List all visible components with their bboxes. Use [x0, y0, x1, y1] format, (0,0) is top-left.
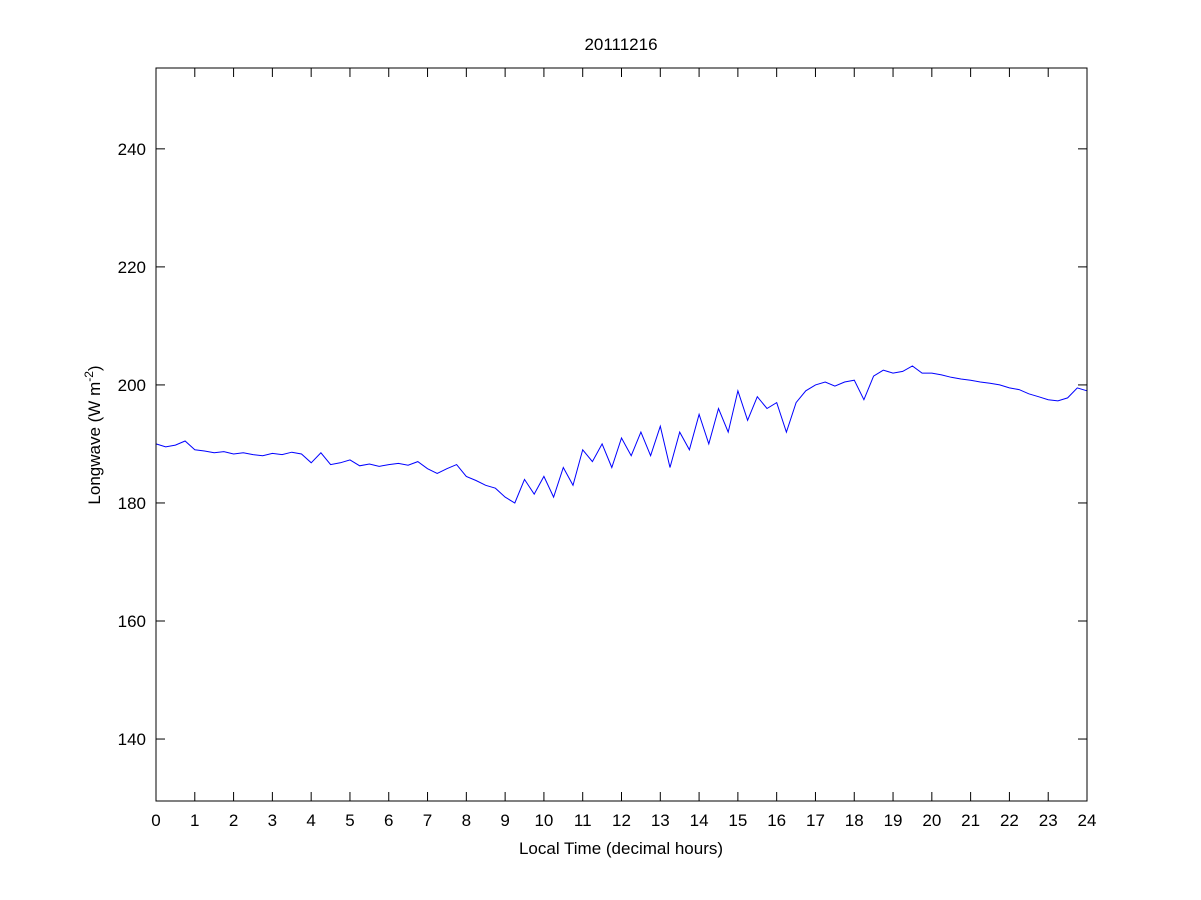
ticks: 0 1 2 3 4 5 6 7 8 9 10 11 12 13 14 15 16 17 18 19 20 21 22 23 24… [118, 68, 1097, 830]
x-tick-label: 9 [500, 811, 509, 830]
x-tick-label: 18 [845, 811, 864, 830]
y-tick-label: 240 [118, 140, 146, 159]
y-tick-label: 140 [118, 730, 146, 749]
x-tick-label: 10 [534, 811, 553, 830]
chart-title: 20111216 [584, 35, 657, 54]
y-axis-label-sup: -2 [82, 371, 96, 382]
x-tick-label: 8 [462, 811, 471, 830]
x-tick-label: 7 [423, 811, 432, 830]
x-tick-label: 17 [806, 811, 825, 830]
x-tick-label: 5 [345, 811, 354, 830]
x-tick-label: 13 [651, 811, 670, 830]
y-axis-label: Longwave (W m-2) [82, 365, 104, 504]
x-tick-label: 23 [1039, 811, 1058, 830]
y-axis-label-end: ) [85, 365, 104, 371]
x-tick-label: 21 [961, 811, 980, 830]
x-tick-label: 20 [922, 811, 941, 830]
x-tick-label: 3 [268, 811, 277, 830]
axes-box [155, 67, 1088, 802]
series-line-longwave [155, 365, 1088, 504]
x-tick-label: 0 [151, 811, 160, 830]
y-tick-label: 200 [118, 376, 146, 395]
x-tick-label: 14 [690, 811, 709, 830]
x-tick-label: 1 [190, 811, 199, 830]
x-tick-label: 12 [612, 811, 631, 830]
x-tick-label: 4 [306, 811, 315, 830]
x-tick-label: 2 [229, 811, 238, 830]
y-tick-label: 180 [118, 494, 146, 513]
plot-area [156, 68, 1087, 801]
x-tick-label: 24 [1078, 811, 1097, 830]
x-tick-label: 6 [384, 811, 393, 830]
y-axis-label-main: Longwave (W m [85, 382, 104, 505]
x-tick-label: 16 [767, 811, 786, 830]
x-tick-label: 19 [884, 811, 903, 830]
x-tick-label: 22 [1000, 811, 1019, 830]
x-tick-label: 15 [728, 811, 747, 830]
x-axis-label: Local Time (decimal hours) [519, 839, 723, 858]
y-tick-label: 160 [118, 612, 146, 631]
x-tick-label: 11 [574, 811, 592, 830]
y-tick-label: 220 [118, 258, 146, 277]
